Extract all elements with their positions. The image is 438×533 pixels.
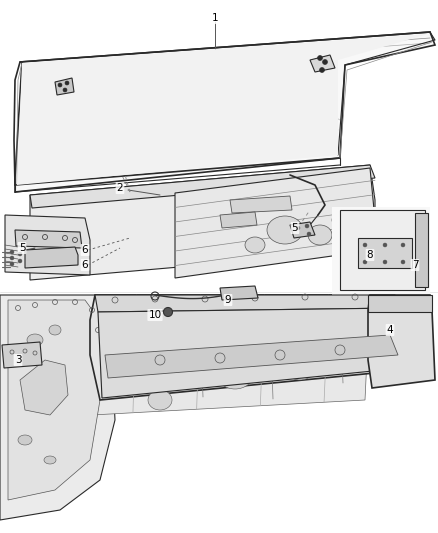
Polygon shape — [368, 295, 432, 312]
Ellipse shape — [27, 334, 43, 346]
Text: 4: 4 — [387, 325, 393, 335]
Polygon shape — [290, 222, 315, 238]
Ellipse shape — [44, 456, 56, 464]
Polygon shape — [20, 360, 68, 415]
Circle shape — [383, 260, 387, 264]
Text: 7: 7 — [412, 260, 418, 270]
Polygon shape — [90, 295, 370, 415]
Circle shape — [10, 262, 14, 266]
Polygon shape — [5, 215, 90, 275]
Polygon shape — [30, 165, 375, 280]
Ellipse shape — [285, 356, 315, 380]
Circle shape — [401, 260, 405, 264]
Circle shape — [383, 243, 387, 247]
Text: 2: 2 — [117, 183, 124, 193]
Polygon shape — [30, 165, 375, 208]
Circle shape — [10, 250, 14, 254]
Circle shape — [63, 88, 67, 92]
Circle shape — [296, 226, 300, 230]
Text: 8: 8 — [367, 250, 373, 260]
Text: 6: 6 — [82, 260, 88, 270]
Circle shape — [318, 55, 322, 61]
Circle shape — [401, 243, 405, 247]
Circle shape — [307, 232, 311, 236]
Circle shape — [18, 259, 22, 263]
Text: 5: 5 — [292, 223, 298, 233]
Polygon shape — [8, 300, 100, 500]
Circle shape — [163, 308, 173, 317]
Polygon shape — [90, 295, 405, 400]
Circle shape — [65, 81, 69, 85]
Ellipse shape — [332, 214, 348, 226]
Circle shape — [58, 83, 62, 87]
Polygon shape — [2, 342, 42, 368]
Polygon shape — [15, 32, 435, 192]
Text: 1: 1 — [212, 13, 218, 23]
Text: 5: 5 — [19, 243, 25, 253]
Ellipse shape — [148, 390, 172, 410]
Text: 6: 6 — [82, 245, 88, 255]
Polygon shape — [220, 212, 257, 228]
Ellipse shape — [245, 237, 265, 253]
Polygon shape — [368, 295, 435, 388]
Circle shape — [363, 243, 367, 247]
Circle shape — [18, 252, 22, 256]
Polygon shape — [95, 295, 398, 312]
Polygon shape — [332, 207, 430, 295]
Polygon shape — [15, 230, 82, 248]
Text: 9: 9 — [225, 295, 231, 305]
Circle shape — [10, 256, 14, 260]
Polygon shape — [340, 210, 425, 290]
Ellipse shape — [217, 361, 253, 389]
Polygon shape — [415, 213, 428, 287]
Circle shape — [305, 224, 309, 228]
Polygon shape — [358, 238, 412, 268]
Polygon shape — [55, 78, 74, 95]
Circle shape — [363, 260, 367, 264]
Polygon shape — [98, 308, 403, 398]
Text: 3: 3 — [15, 355, 21, 365]
Polygon shape — [310, 55, 335, 72]
Ellipse shape — [49, 325, 61, 335]
Polygon shape — [230, 196, 292, 213]
Polygon shape — [220, 286, 258, 300]
Polygon shape — [175, 168, 375, 278]
Circle shape — [319, 68, 325, 72]
Ellipse shape — [153, 342, 197, 378]
Ellipse shape — [308, 225, 332, 245]
Ellipse shape — [267, 216, 303, 244]
Ellipse shape — [18, 435, 32, 445]
Polygon shape — [0, 295, 115, 520]
Text: 10: 10 — [148, 310, 162, 320]
Polygon shape — [25, 247, 78, 268]
Circle shape — [322, 60, 328, 64]
Polygon shape — [105, 335, 398, 378]
Ellipse shape — [333, 345, 357, 365]
Polygon shape — [17, 34, 428, 185]
